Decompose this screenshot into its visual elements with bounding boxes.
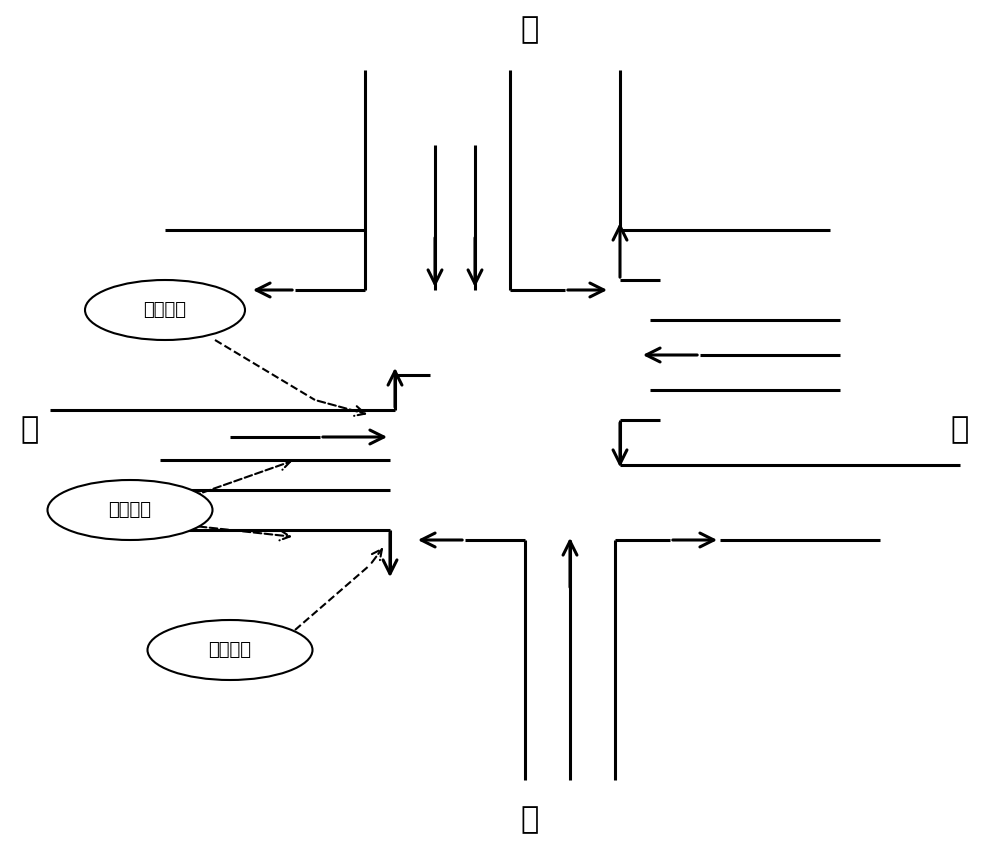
- Text: 左转车道: 左转车道: [144, 301, 187, 319]
- Text: 直行车道: 直行车道: [109, 501, 152, 519]
- Text: 右转车道: 右转车道: [209, 641, 252, 659]
- Ellipse shape: [48, 480, 213, 540]
- Text: 西: 西: [21, 416, 39, 444]
- Text: 北: 北: [521, 15, 539, 45]
- Text: 南: 南: [521, 806, 539, 835]
- Ellipse shape: [85, 280, 245, 340]
- Ellipse shape: [148, 620, 313, 680]
- Text: 东: 东: [951, 416, 969, 444]
